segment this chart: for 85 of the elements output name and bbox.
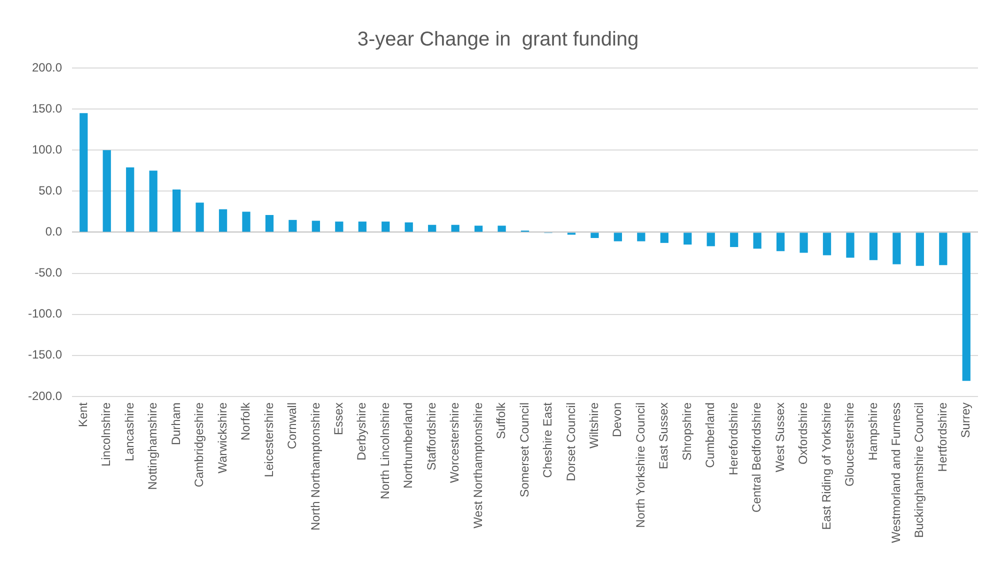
bar [684, 232, 692, 245]
bar [776, 232, 785, 252]
x-tick-label: Central Bedfordshire [750, 402, 764, 513]
x-tick-label: Dorset Council [564, 402, 578, 482]
bar [428, 224, 436, 232]
x-tick-label: Herefordshire [726, 402, 740, 476]
bar [335, 222, 344, 232]
chart-title: 3-year Change in grant funding [357, 28, 639, 51]
x-tick-label: Oxfordshire [796, 402, 810, 465]
x-tick-label: Nottinghamshire [146, 402, 160, 490]
x-tick-label: West Sussex [772, 402, 787, 472]
bar [218, 209, 228, 232]
x-tick-label: Westmorland and Furness [889, 402, 904, 544]
bar [149, 170, 158, 232]
bar [730, 232, 738, 248]
x-tick-label: Hertfordshire [935, 402, 950, 472]
bar [706, 232, 715, 246]
x-tick-label: Kent [76, 402, 90, 428]
bar [80, 113, 88, 232]
bar [614, 232, 622, 242]
bar [196, 202, 204, 232]
x-tick-label: Surrey [958, 402, 973, 438]
bar [498, 226, 506, 232]
bar [451, 224, 460, 232]
y-tick-label: 0.0 [45, 224, 62, 239]
x-tick-label: Gloucestershire [842, 402, 857, 487]
bar [892, 232, 901, 264]
x-tick-label: Wiltshire [587, 402, 602, 449]
x-tick-label: Hampshire [866, 402, 880, 461]
bar [382, 222, 390, 232]
bar [800, 232, 808, 253]
bar [404, 222, 413, 232]
bar [265, 215, 274, 232]
bar [590, 232, 599, 238]
bar [242, 212, 250, 232]
y-tick-label: 200.0 [32, 60, 62, 74]
x-tick-label: Cornwall [285, 402, 300, 450]
x-tick-label: Derbyshire [354, 402, 369, 461]
y-tick-label: -50.0 [34, 266, 62, 280]
x-tick-label: Buckinghamshire Council [912, 402, 926, 538]
bar [126, 167, 134, 232]
x-tick-label: North Yorkshire Council [633, 402, 648, 528]
bar [822, 232, 832, 256]
x-tick-label: Cumberland [703, 402, 718, 468]
x-tick-label: Warwickshire [215, 402, 230, 474]
bar [962, 232, 970, 381]
x-tick-label: Lancashire [122, 402, 136, 462]
y-tick-label: -150.0 [28, 348, 62, 362]
y-tick-label: 100.0 [32, 142, 62, 156]
bar [753, 232, 762, 249]
bar [660, 232, 668, 243]
x-tick-label: Shropshire [680, 402, 694, 461]
y-tick-label: 150.0 [32, 101, 62, 116]
bar [637, 232, 646, 242]
bar [312, 220, 320, 232]
x-tick-label: Worcestershire [448, 402, 462, 483]
x-tick-label: Suffolk [494, 401, 508, 439]
x-tick-label: Leicestershire [262, 402, 276, 478]
x-tick-label: Devon [610, 402, 624, 438]
x-tick-label: West Northamptonshire [470, 402, 485, 528]
x-tick-label: Norfolk [238, 402, 253, 441]
x-tick-label: North Northamptonshire [308, 402, 322, 531]
y-tick-label: -200.0 [28, 388, 62, 403]
x-tick-label: Northumberland [401, 402, 416, 489]
bar [916, 232, 924, 266]
bar [358, 222, 366, 232]
x-tick-label: Somerset Council [517, 402, 532, 498]
bar [939, 232, 948, 266]
y-tick-label: -100.0 [28, 306, 62, 321]
x-tick-label: East Sussex [656, 402, 671, 470]
y-tick-label: 50.0 [38, 183, 62, 198]
x-tick-label: Cheshire East [540, 402, 555, 478]
bar [846, 232, 854, 258]
bar [474, 226, 483, 232]
x-tick-label: East Riding of Yorkshire [819, 402, 834, 530]
x-tick-label: Cambridgeshire [192, 402, 206, 488]
bar [288, 220, 297, 232]
x-tick-label: Lincolnshire [99, 402, 114, 467]
x-tick-label: Durham [168, 402, 183, 446]
x-tick-label: North Lincolnshire [378, 402, 392, 500]
x-tick-label: Essex [331, 402, 346, 436]
bar [869, 232, 878, 260]
bar [172, 190, 181, 232]
x-tick-label: Staffordshire [424, 402, 438, 470]
bar [102, 150, 111, 232]
